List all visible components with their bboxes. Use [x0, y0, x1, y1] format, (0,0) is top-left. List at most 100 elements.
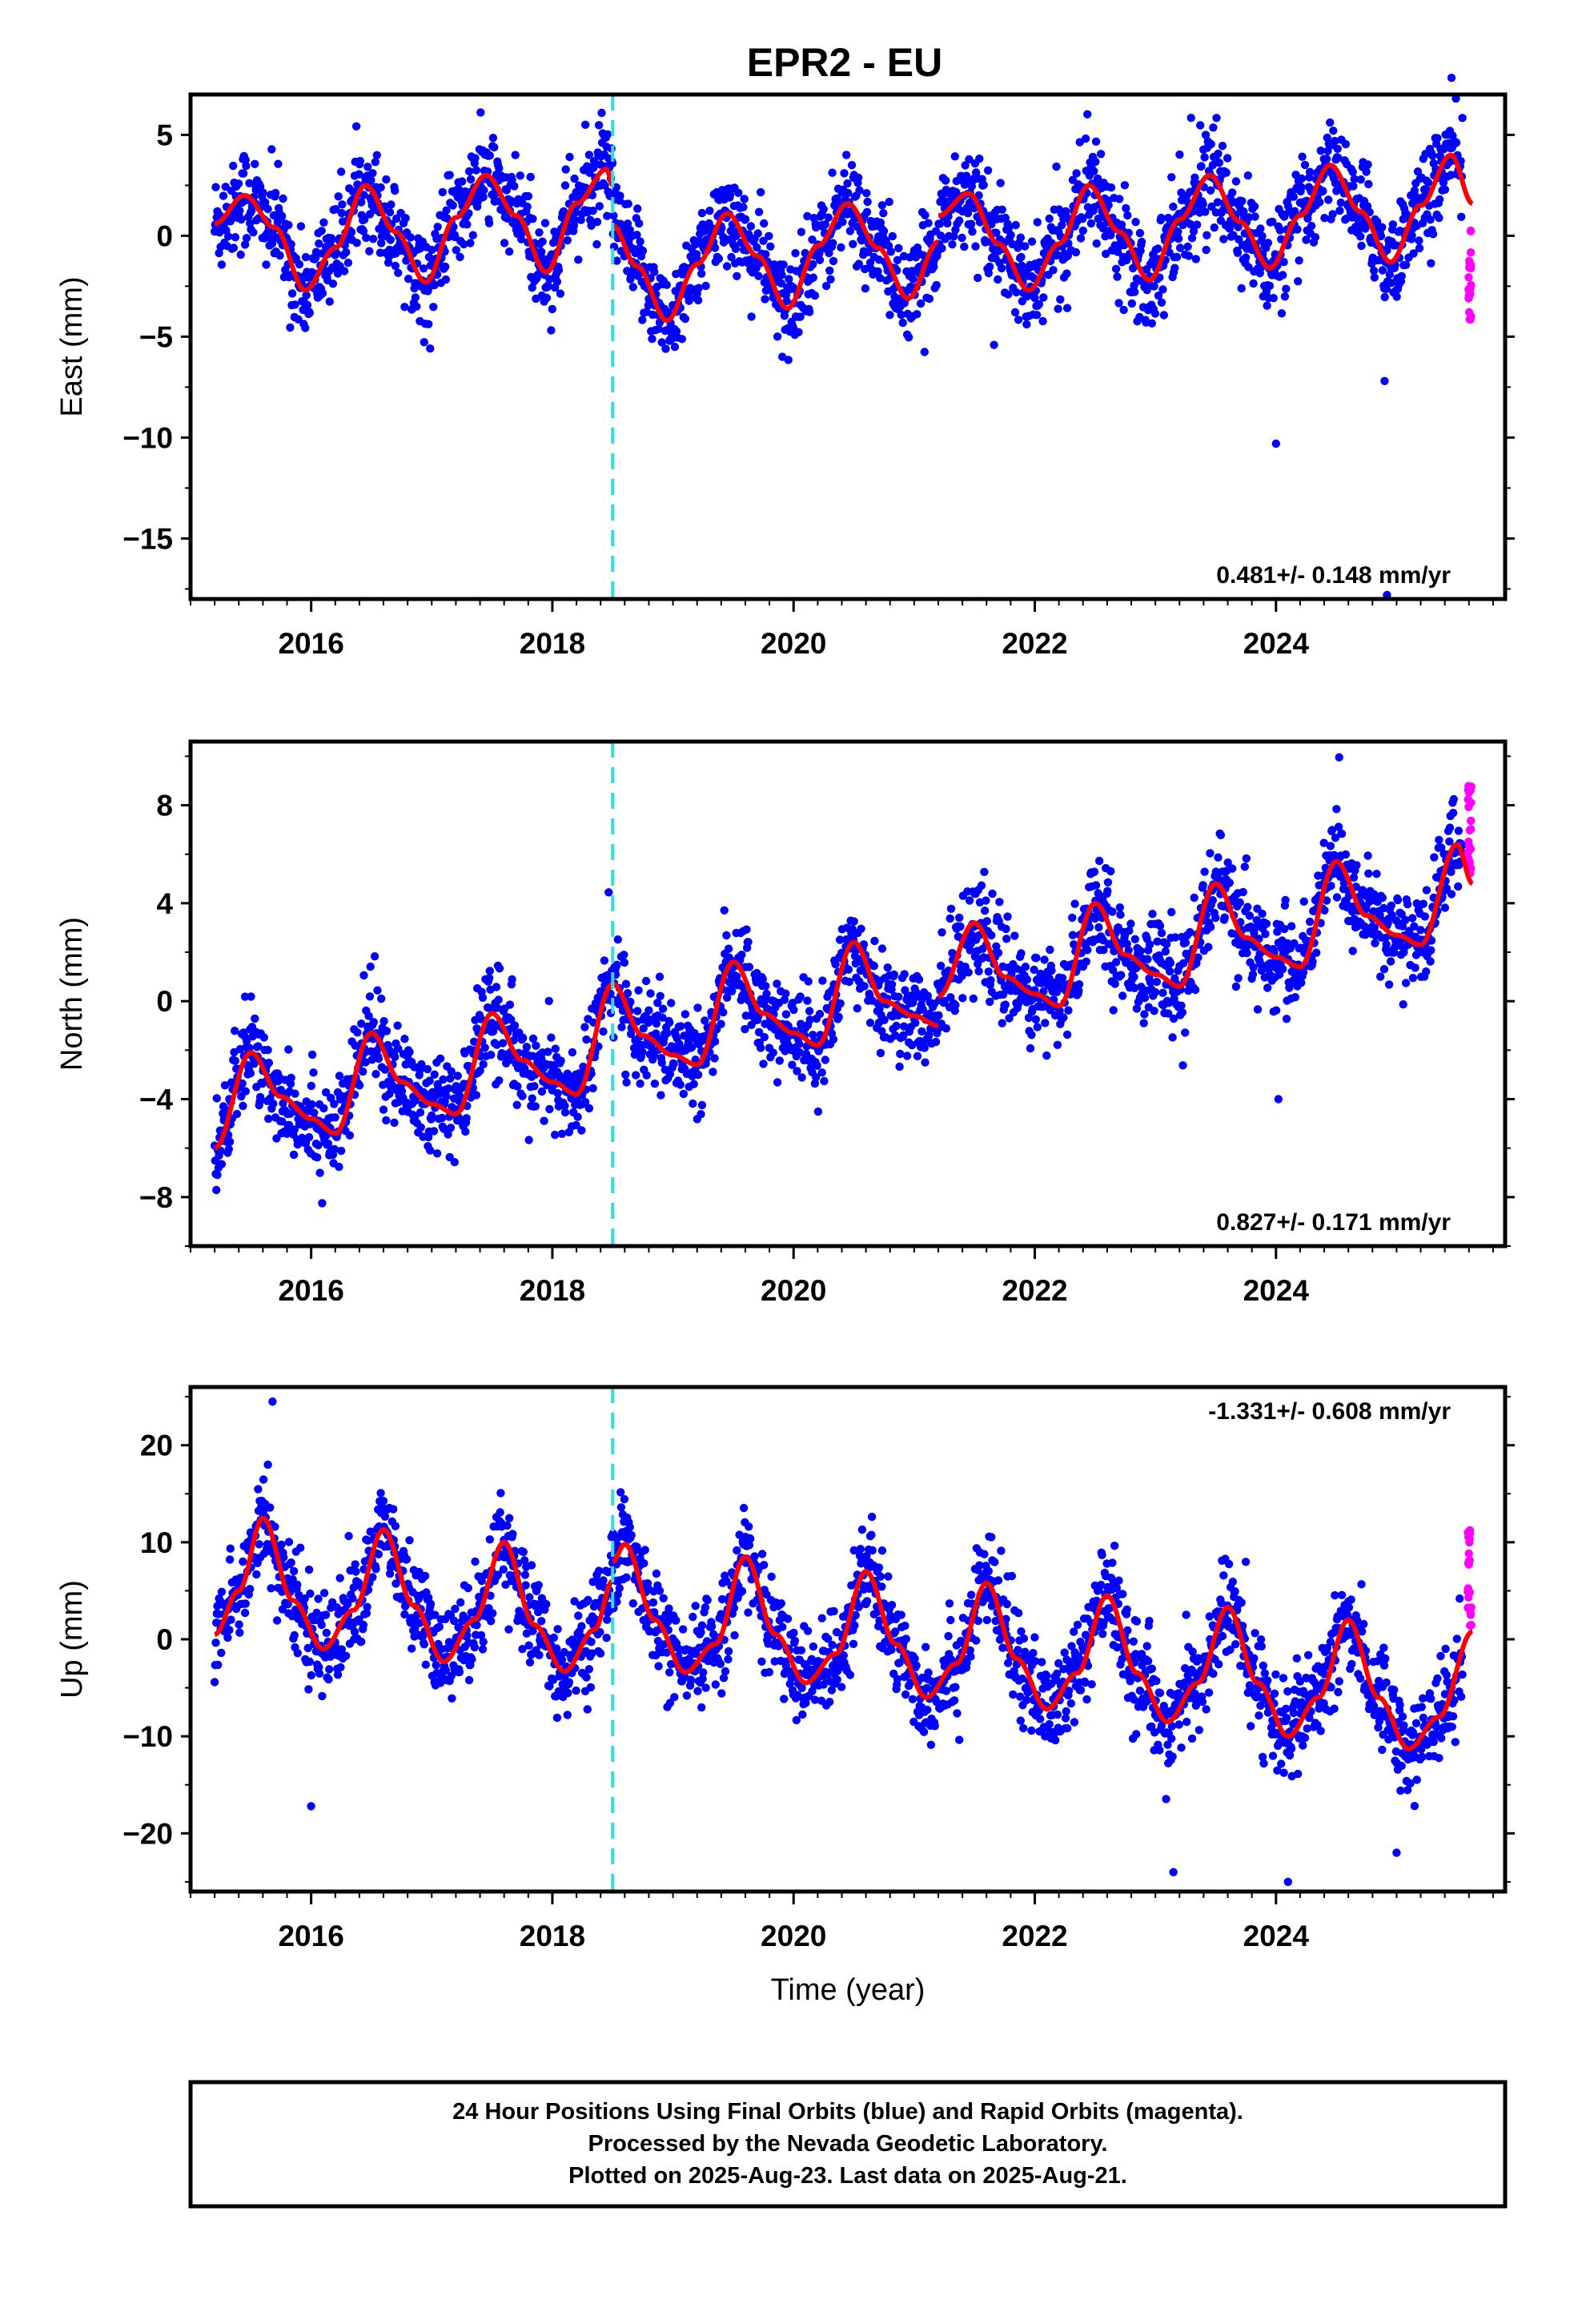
- final-orbit-point: [662, 280, 671, 289]
- final-orbit-point: [286, 323, 295, 332]
- final-orbit-point: [1427, 259, 1435, 267]
- final-orbit-point: [672, 327, 681, 336]
- final-orbit-point: [464, 209, 473, 218]
- final-orbit-point: [278, 1117, 287, 1126]
- final-orbit-point: [1070, 899, 1079, 908]
- final-orbit-point: [1382, 284, 1391, 293]
- final-orbit-point: [472, 1091, 481, 1100]
- final-orbit-point: [1157, 928, 1166, 938]
- final-orbit-point: [1122, 203, 1130, 213]
- final-orbit-point: [760, 219, 769, 228]
- y-tick-label: −10: [122, 421, 173, 454]
- final-orbit-point: [1181, 1028, 1190, 1037]
- final-orbit-point: [380, 1065, 390, 1074]
- final-orbit-point: [284, 1045, 293, 1054]
- final-orbit-point: [773, 332, 782, 341]
- final-orbit-point: [217, 1587, 227, 1597]
- final-orbit-point: [1249, 279, 1258, 288]
- final-orbit-point: [825, 248, 833, 258]
- east-model-curve: [213, 152, 1474, 324]
- final-orbit-point: [777, 279, 785, 287]
- final-orbit-point: [382, 1027, 391, 1035]
- final-orbit-point: [616, 191, 624, 200]
- final-orbit-point: [310, 1108, 319, 1117]
- final-orbit-point: [655, 972, 665, 981]
- final-orbit-point: [681, 1010, 690, 1019]
- final-orbit-point: [307, 1100, 316, 1109]
- final-orbit-point: [417, 1059, 426, 1069]
- final-orbit-point: [650, 267, 659, 276]
- final-orbit-point: [495, 1076, 504, 1085]
- final-orbit-point: [262, 260, 271, 269]
- final-orbit-point: [441, 262, 450, 271]
- final-orbit-point: [342, 247, 351, 257]
- final-orbit-point: [1090, 167, 1098, 175]
- final-orbit-point: [677, 335, 686, 344]
- final-orbit-point: [1297, 174, 1307, 183]
- final-orbit-point: [803, 996, 812, 1005]
- final-orbit-point: [466, 239, 475, 247]
- final-orbit-point: [1178, 1008, 1187, 1017]
- final-orbit-point: [368, 235, 378, 243]
- final-orbit-point: [845, 227, 855, 235]
- final-orbit-point: [355, 156, 364, 166]
- final-orbit-point: [1380, 376, 1389, 385]
- final-orbit-point: [808, 235, 817, 244]
- final-orbit-point: [217, 260, 227, 269]
- final-orbit-point: [727, 252, 736, 262]
- final-orbit-point: [810, 1079, 820, 1088]
- final-orbit-point: [632, 1071, 640, 1080]
- final-orbit-point: [960, 242, 969, 251]
- final-orbit-point: [733, 271, 741, 280]
- final-orbit-point: [1099, 946, 1108, 955]
- final-orbit-point: [377, 994, 386, 1003]
- final-orbit-point: [843, 179, 852, 188]
- final-orbit-point: [920, 1043, 930, 1052]
- final-orbit-point: [307, 1050, 317, 1059]
- final-orbit-point: [1326, 842, 1335, 850]
- final-orbit-point: [701, 1016, 709, 1025]
- final-orbit-point: [694, 283, 703, 292]
- final-orbit-point: [1294, 277, 1303, 286]
- rapid-orbit-point: [1466, 315, 1476, 324]
- final-orbit-point: [1452, 139, 1461, 147]
- rapid-orbit-point: [1467, 816, 1476, 826]
- final-orbit-point: [588, 1084, 597, 1093]
- final-orbit-point: [1298, 152, 1307, 161]
- final-orbit-point: [372, 151, 381, 159]
- final-orbit-point: [309, 1068, 318, 1077]
- final-orbit-point: [1070, 940, 1078, 949]
- final-orbit-point: [809, 1031, 817, 1039]
- final-orbit-point: [1172, 252, 1182, 262]
- final-orbit-point: [1401, 260, 1411, 269]
- final-orbit-point: [1199, 199, 1207, 209]
- final-orbit-point: [634, 986, 643, 995]
- final-orbit-point: [623, 989, 632, 998]
- final-orbit-point: [1187, 234, 1197, 243]
- final-orbit-point: [1384, 980, 1394, 989]
- final-orbit-point: [390, 1118, 399, 1128]
- final-orbit-point: [612, 256, 621, 265]
- final-orbit-point: [572, 1120, 580, 1130]
- final-orbit-point: [450, 1158, 459, 1167]
- x-tick-label: 2022: [1002, 627, 1067, 660]
- final-orbit-point: [898, 318, 907, 328]
- final-orbit-point: [505, 1000, 515, 1009]
- final-orbit-point: [697, 269, 706, 278]
- final-orbit-point: [528, 1034, 538, 1043]
- final-orbit-point: [661, 344, 670, 353]
- final-orbit-point: [685, 296, 693, 305]
- final-orbit-point: [831, 959, 840, 969]
- final-orbit-point: [887, 980, 897, 989]
- final-orbit-point: [1031, 1015, 1041, 1024]
- final-orbit-point: [405, 1047, 414, 1057]
- final-orbit-point: [1130, 972, 1138, 982]
- final-orbit-point: [714, 254, 724, 263]
- final-orbit-point: [580, 1097, 590, 1107]
- rapid-orbit-point: [1464, 847, 1473, 857]
- final-orbit-point: [924, 219, 933, 227]
- final-orbit-point: [439, 1075, 448, 1084]
- final-orbit-point: [255, 1092, 265, 1102]
- final-orbit-point: [1155, 921, 1165, 931]
- final-orbit-point: [909, 275, 917, 283]
